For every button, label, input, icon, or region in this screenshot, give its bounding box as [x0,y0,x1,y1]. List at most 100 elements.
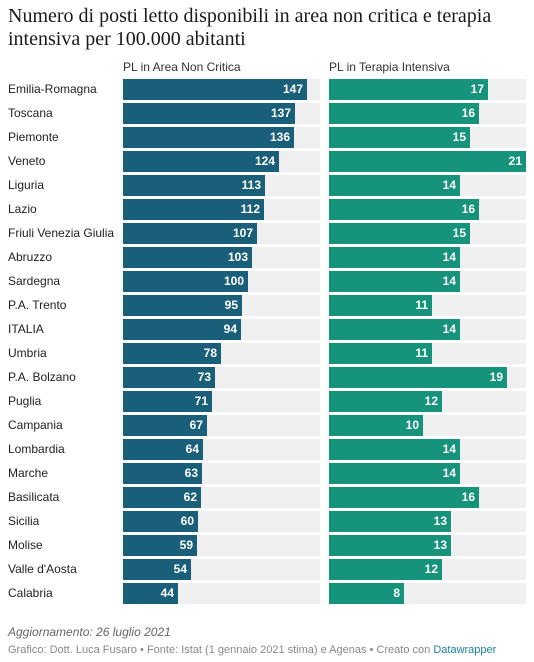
category-label: Sardegna [8,274,61,288]
category-label: Marche [8,466,49,480]
value-label-area-non-critica: 107 [232,226,253,240]
bar-track-area-non-critica: 107 [123,223,320,244]
bar-terapia-intensiva [329,343,432,364]
chart-row: Emilia-Romagna 147 17 [0,79,534,103]
update-note: Aggiornamento: 26 luglio 2021 [8,625,171,639]
value-label-area-non-critica: 94 [223,322,237,336]
value-label-terapia-intensiva: 13 [433,538,447,552]
bar-track-terapia-intensiva: 11 [329,343,526,364]
bar-track-area-non-critica: 78 [123,343,320,364]
value-label-terapia-intensiva: 12 [424,394,438,408]
bar-track-terapia-intensiva: 19 [329,367,526,388]
bar-area-non-critica [123,127,294,148]
category-label: Calabria [8,586,53,600]
bar-track-terapia-intensiva: 14 [329,175,526,196]
chart-row: Sardegna 100 14 [0,271,534,295]
value-label-area-non-critica: 54 [173,562,187,576]
chart-row: Lazio 112 16 [0,199,534,223]
value-label-area-non-critica: 95 [224,298,238,312]
bar-terapia-intensiva [329,79,488,100]
bar-terapia-intensiva [329,127,470,148]
bar-track-terapia-intensiva: 16 [329,103,526,124]
value-label-area-non-critica: 73 [197,370,211,384]
category-label: P.A. Bolzano [8,370,76,384]
category-label: Sicilia [8,514,40,528]
bar-terapia-intensiva [329,391,442,412]
series-header-area-non-critica: PL in Area Non Critica [123,60,241,74]
chart-row: Molise 59 13 [0,535,534,559]
bar-track-area-non-critica: 44 [123,583,320,604]
category-label: Puglia [8,394,42,408]
chart-row: Friuli Venezia Giulia 107 15 [0,223,534,247]
bar-track-area-non-critica: 67 [123,415,320,436]
bar-area-non-critica [123,391,212,412]
category-label: Friuli Venezia Giulia [8,226,115,240]
chart-row: Piemonte 136 15 [0,127,534,151]
bar-terapia-intensiva [329,487,479,508]
bar-track-terapia-intensiva: 16 [329,199,526,220]
bar-area-non-critica [123,511,198,532]
bar-terapia-intensiva [329,415,423,436]
bar-terapia-intensiva [329,535,451,556]
bar-area-non-critica [123,415,207,436]
bar-track-terapia-intensiva: 14 [329,247,526,268]
value-label-terapia-intensiva: 15 [452,226,466,240]
bar-terapia-intensiva [329,295,432,316]
bar-area-non-critica [123,463,202,484]
bar-track-area-non-critica: 60 [123,511,320,532]
footer-text: Grafico: Dott. Luca Fusaro • Fonte: Ista… [8,644,434,656]
category-label: Liguria [8,178,45,192]
value-label-terapia-intensiva: 12 [424,562,438,576]
bar-track-terapia-intensiva: 11 [329,295,526,316]
bar-area-non-critica [123,175,265,196]
chart-row: Basilicata 62 16 [0,487,534,511]
category-label: Abruzzo [8,250,53,264]
bar-terapia-intensiva [329,151,526,172]
value-label-terapia-intensiva: 16 [461,106,475,120]
bar-track-area-non-critica: 95 [123,295,320,316]
value-label-area-non-critica: 63 [184,466,198,480]
chart-row: Campania 67 10 [0,415,534,439]
bar-track-terapia-intensiva: 14 [329,439,526,460]
value-label-terapia-intensiva: 14 [442,466,456,480]
bar-track-area-non-critica: 103 [123,247,320,268]
bar-area-non-critica [123,367,215,388]
value-label-area-non-critica: 64 [185,442,199,456]
chart-row: Valle d'Aosta 54 12 [0,559,534,583]
bar-track-terapia-intensiva: 8 [329,583,526,604]
value-label-terapia-intensiva: 19 [489,370,503,384]
bar-area-non-critica [123,535,197,556]
chart-row: Sicilia 60 13 [0,511,534,535]
value-label-terapia-intensiva: 16 [461,202,475,216]
chart-row: Toscana 137 16 [0,103,534,127]
bar-track-terapia-intensiva: 13 [329,535,526,556]
bar-terapia-intensiva [329,463,460,484]
bar-area-non-critica [123,247,252,268]
bar-track-area-non-critica: 64 [123,439,320,460]
value-label-area-non-critica: 44 [160,586,174,600]
bar-track-terapia-intensiva: 14 [329,319,526,340]
value-label-area-non-critica: 147 [282,82,303,96]
chart-row: P.A. Bolzano 73 19 [0,367,534,391]
bar-area-non-critica [123,487,201,508]
bar-terapia-intensiva [329,103,479,124]
bar-area-non-critica [123,343,221,364]
chart-row: Abruzzo 103 14 [0,247,534,271]
chart-title: Numero di posti letto disponibili in are… [8,5,492,50]
bar-track-area-non-critica: 100 [123,271,320,292]
bar-area-non-critica [123,271,248,292]
bar-track-terapia-intensiva: 13 [329,511,526,532]
category-label: Piemonte [8,130,59,144]
value-label-terapia-intensiva: 11 [415,298,428,312]
value-label-area-non-critica: 78 [203,346,217,360]
value-label-area-non-critica: 112 [240,202,260,216]
datawrapper-link[interactable]: Datawrapper [433,644,497,656]
bar-track-terapia-intensiva: 15 [329,223,526,244]
value-label-terapia-intensiva: 13 [433,514,447,528]
bar-terapia-intensiva [329,223,470,244]
bar-track-terapia-intensiva: 10 [329,415,526,436]
category-label: Lazio [8,202,37,216]
bar-track-area-non-critica: 94 [123,319,320,340]
chart-row: Marche 63 14 [0,463,534,487]
bar-track-terapia-intensiva: 12 [329,391,526,412]
